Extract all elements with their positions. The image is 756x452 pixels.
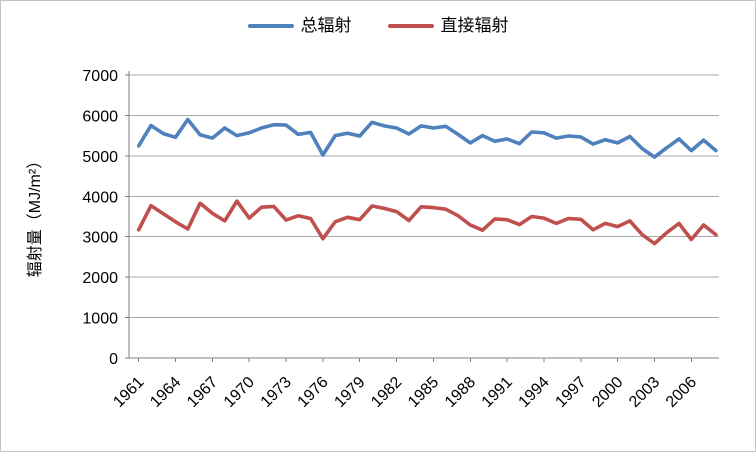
y-tick-label: 3000	[82, 230, 118, 247]
series-line-direct-radiation	[136, 199, 718, 246]
legend-label-total: 总辐射	[300, 16, 352, 35]
y-tick-label: 2000	[82, 270, 118, 287]
y-tick-label: 6000	[82, 108, 118, 125]
series-line-total-radiation	[136, 117, 718, 159]
legend-item-direct-radiation: 直接辐射	[387, 16, 509, 35]
x-tick-label: 2003	[626, 374, 663, 411]
x-tick-label: 1988	[442, 374, 479, 411]
x-tick-label: 1976	[295, 374, 332, 411]
y-tick-label: 4000	[82, 189, 118, 206]
x-tick-label: 1973	[258, 374, 295, 411]
legend-line-swatch-direct	[387, 23, 434, 28]
y-tick-label: 7000	[82, 68, 118, 85]
legend-item-total-radiation: 总辐射	[247, 16, 352, 35]
x-tick-label: 1970	[221, 374, 258, 411]
x-tick-label: 1994	[516, 374, 553, 411]
y-tick-label: 1000	[82, 311, 118, 328]
x-tick-label: 1985	[405, 374, 442, 411]
x-tick-label: 2000	[589, 374, 626, 411]
x-tick-label: 1991	[479, 374, 516, 411]
chart-legend: 总辐射 直接辐射	[1, 17, 755, 34]
x-tick-label: 1964	[147, 374, 184, 411]
y-tick-label: 5000	[82, 149, 118, 166]
x-tick-label: 1967	[184, 374, 221, 411]
x-tick-label: 1997	[552, 374, 589, 411]
x-tick-label: 1961	[110, 374, 147, 411]
legend-line-swatch-total	[247, 23, 294, 28]
y-tick-label: 0	[109, 351, 118, 368]
x-tick-label: 1979	[331, 374, 368, 411]
x-tick-label: 1982	[368, 374, 405, 411]
x-tick-label: 2006	[663, 374, 700, 411]
legend-label-direct: 直接辐射	[440, 16, 509, 35]
